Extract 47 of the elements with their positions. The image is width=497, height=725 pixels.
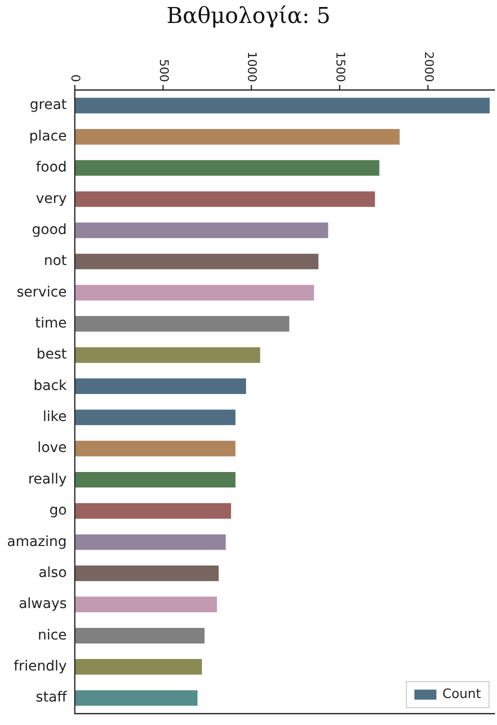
chart-title: Βαθμολογία: 5 — [165, 3, 332, 31]
y-tick-label: very — [36, 190, 67, 207]
y-tick-label: amazing — [6, 534, 67, 550]
bar — [74, 503, 232, 519]
y-tick-label: place — [29, 128, 67, 144]
y-tick-label: good — [32, 222, 67, 238]
y-tick-label: not — [44, 253, 68, 270]
bar — [74, 410, 236, 426]
y-tick-label: staff — [36, 690, 68, 706]
bar — [74, 254, 318, 270]
y-tick-label: nice — [38, 627, 67, 644]
y-tick-label: great — [30, 97, 68, 114]
bar — [74, 628, 205, 644]
bar — [74, 284, 314, 300]
bar — [74, 160, 380, 176]
bar — [74, 191, 375, 207]
y-tick-label: friendly — [14, 658, 67, 674]
y-tick-label: food — [36, 160, 67, 176]
legend-label: Count — [442, 686, 482, 702]
y-tick-label: always — [18, 596, 67, 612]
bar — [74, 128, 400, 145]
bar — [74, 316, 290, 332]
y-tick-label: like — [42, 409, 67, 426]
bar — [74, 440, 236, 456]
y-tick-label: best — [36, 346, 68, 363]
x-tick-label: 1500 — [334, 51, 348, 82]
y-tick-label: also — [38, 564, 67, 581]
x-tick-label: 1000 — [245, 51, 260, 82]
bar — [74, 378, 246, 394]
x-tick-label: 500 — [156, 59, 171, 82]
bar — [74, 565, 219, 582]
y-tick-label: go — [49, 502, 67, 519]
x-tick-label: 0 — [68, 74, 83, 82]
bar — [74, 347, 260, 363]
y-tick-label: time — [35, 315, 67, 332]
bar — [74, 98, 490, 114]
bar — [74, 472, 236, 488]
y-tick-label: service — [16, 284, 67, 300]
bar — [74, 690, 198, 706]
x-tick-label: 2000 — [422, 51, 436, 82]
bar — [74, 222, 328, 238]
bar — [74, 596, 217, 612]
bar — [74, 534, 226, 550]
y-tick-label: back — [34, 378, 68, 394]
y-tick-label: really — [28, 471, 67, 488]
bar — [74, 659, 202, 675]
y-tick-label: love — [37, 440, 67, 456]
